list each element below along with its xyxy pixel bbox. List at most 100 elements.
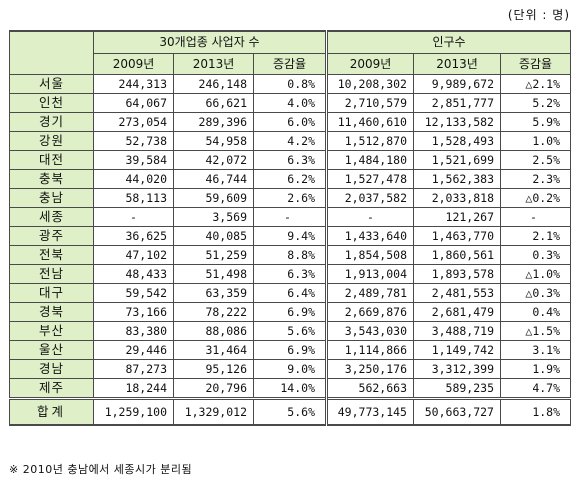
- population-2009-cell: 1,527,478: [325, 169, 414, 189]
- business-2013-cell: 78,222: [173, 302, 254, 322]
- region-cell: 대구: [9, 283, 94, 303]
- business-rate-cell: 6.9%: [253, 340, 327, 360]
- table-row: 부산 83,380 88,086 5.6% 3,543,030 3,488,719 △1.5…: [9, 321, 572, 341]
- business-2009-cell: 48,433: [93, 264, 174, 284]
- population-rate-cell: △2.1%: [499, 74, 572, 94]
- business-2009-cell: 244,313: [93, 74, 174, 94]
- business-2013-cell: 46,744: [173, 169, 254, 189]
- population-rate-cell: 5.2%: [499, 93, 572, 113]
- table-row: 강원 52,738 54,958 4.2% 1,512,870 1,528,493 1.0%: [9, 131, 572, 151]
- business-2013-cell: 95,126: [173, 359, 254, 379]
- table-row: 경북 73,166 78,222 6.9% 2,669,876 2,681,479 0.4%: [9, 302, 572, 322]
- business-rate-cell: 2.6%: [253, 188, 327, 208]
- population-2013-cell: 2,681,479: [413, 302, 501, 322]
- population-rate-cell: △1.0%: [499, 264, 572, 284]
- business-2013-cell: 51,498: [173, 264, 254, 284]
- table-row: 충북 44,020 46,744 6.2% 1,527,478 1,562,383 2.3%: [9, 169, 572, 189]
- population-rate-cell: △0.2%: [499, 188, 572, 208]
- population-rate-cell: -: [499, 207, 572, 227]
- header-business-2013: 2013년: [173, 53, 254, 75]
- region-cell: 전북: [9, 245, 94, 265]
- region-cell: 강원: [9, 131, 94, 151]
- region-cell: 울산: [9, 340, 94, 360]
- region-cell: 경북: [9, 302, 94, 322]
- region-cell: 세종: [9, 207, 94, 227]
- region-cell: 부산: [9, 321, 94, 341]
- business-2009-cell: 36,625: [93, 226, 174, 246]
- table-row: 세종 -3,569- -121,267-: [9, 207, 572, 227]
- unit-note: (단위 : 명): [507, 8, 570, 22]
- population-rate-cell: △1.5%: [499, 321, 572, 341]
- business-rate-cell: 5.6%: [253, 321, 327, 341]
- business-2013-cell: 63,359: [173, 283, 254, 303]
- business-2013-cell: 54,958: [173, 131, 254, 151]
- business-2009-cell: 18,244: [93, 378, 174, 399]
- population-2013-cell: 1,463,770: [413, 226, 501, 246]
- table-row: 대전 39,584 42,072 6.3% 1,484,180 1,521,699 2.5%: [9, 150, 572, 170]
- business-2009-cell: 87,273: [93, 359, 174, 379]
- table-row: 광주 36,625 40,085 9.4% 1,433,640 1,463,770 2.1%: [9, 226, 572, 246]
- population-2013-cell: 9,989,672: [413, 74, 501, 94]
- population-2009-cell: 2,037,582: [325, 188, 414, 208]
- business-rate-cell: 6.4%: [253, 283, 327, 303]
- statistics-table: 30개업종 사업자 수 인구수 2009년 2013년 증감율 2009년 20…: [9, 30, 572, 426]
- business-rate-cell: 4.0%: [253, 93, 327, 113]
- population-rate-cell: 0.3%: [499, 245, 572, 265]
- header-population-group: 인구수: [324, 30, 572, 54]
- population-rate-cell: 2.3%: [499, 169, 572, 189]
- footnote: ※ 2010년 충남에서 세종시가 분리됨: [9, 463, 193, 476]
- population-rate-cell: 0.4%: [499, 302, 572, 322]
- region-cell: 경기: [9, 112, 94, 132]
- business-rate-cell: 14.0%: [253, 378, 327, 399]
- business-2013-cell: 3,569: [173, 207, 254, 227]
- business-2009-cell: 29,446: [93, 340, 174, 360]
- business-2013-cell: 66,621: [173, 93, 254, 113]
- population-2013-cell: 50,663,727: [413, 397, 501, 426]
- population-2013-cell: 1,521,699: [413, 150, 501, 170]
- population-2013-cell: 1,860,561: [413, 245, 501, 265]
- business-2009-cell: 47,102: [93, 245, 174, 265]
- business-2009-cell: 58,113: [93, 188, 174, 208]
- business-rate-cell: 0.8%: [253, 74, 327, 94]
- population-2013-cell: 12,133,582: [413, 112, 501, 132]
- population-2013-cell: 1,562,383: [413, 169, 501, 189]
- region-cell: 제주: [9, 378, 94, 399]
- business-2013-cell: 1,329,012: [173, 397, 254, 426]
- population-2009-cell: 3,543,030: [325, 321, 414, 341]
- population-2009-cell: 1,484,180: [325, 150, 414, 170]
- business-2009-cell: 64,067: [93, 93, 174, 113]
- population-2013-cell: 1,149,742: [413, 340, 501, 360]
- business-2013-cell: 88,086: [173, 321, 254, 341]
- business-2009-cell: -: [93, 207, 174, 227]
- population-2009-cell: 1,512,870: [325, 131, 414, 151]
- business-2009-cell: 59,542: [93, 283, 174, 303]
- table-row: 충남 58,113 59,609 2.6% 2,037,582 2,033,818 △0.2…: [9, 188, 572, 208]
- header-population-2013: 2013년: [413, 53, 501, 75]
- business-2013-cell: 31,464: [173, 340, 254, 360]
- table-row: 경남 87,273 95,126 9.0% 3,250,176 3,312,399 1.9%: [9, 359, 572, 379]
- business-rate-cell: 9.4%: [253, 226, 327, 246]
- business-2009-cell: 52,738: [93, 131, 174, 151]
- business-2009-cell: 273,054: [93, 112, 174, 132]
- header-business-2009: 2009년: [93, 53, 174, 75]
- population-2013-cell: 121,267: [413, 207, 501, 227]
- population-rate-cell: △0.3%: [499, 283, 572, 303]
- population-rate-cell: 1.8%: [499, 397, 572, 426]
- population-2009-cell: 1,913,004: [325, 264, 414, 284]
- header-row-groups: 30개업종 사업자 수 인구수: [9, 30, 572, 75]
- population-2013-cell: 2,481,553: [413, 283, 501, 303]
- header-business-group: 30개업종 사업자 수: [93, 30, 327, 54]
- business-rate-cell: 9.0%: [253, 359, 327, 379]
- region-cell: 전남: [9, 264, 94, 284]
- business-2009-cell: 83,380: [93, 321, 174, 341]
- population-rate-cell: 3.1%: [499, 340, 572, 360]
- population-2013-cell: 1,893,578: [413, 264, 501, 284]
- business-2013-cell: 246,148: [173, 74, 254, 94]
- population-2013-cell: 3,488,719: [413, 321, 501, 341]
- business-2009-cell: 44,020: [93, 169, 174, 189]
- population-rate-cell: 2.1%: [499, 226, 572, 246]
- region-cell: 합계: [9, 397, 94, 426]
- business-rate-cell: 6.3%: [253, 150, 327, 170]
- table-row: 서울 244,313 246,148 0.8% 10,208,302 9,989,672 △…: [9, 74, 572, 94]
- header-business-rate: 증감율: [253, 53, 327, 75]
